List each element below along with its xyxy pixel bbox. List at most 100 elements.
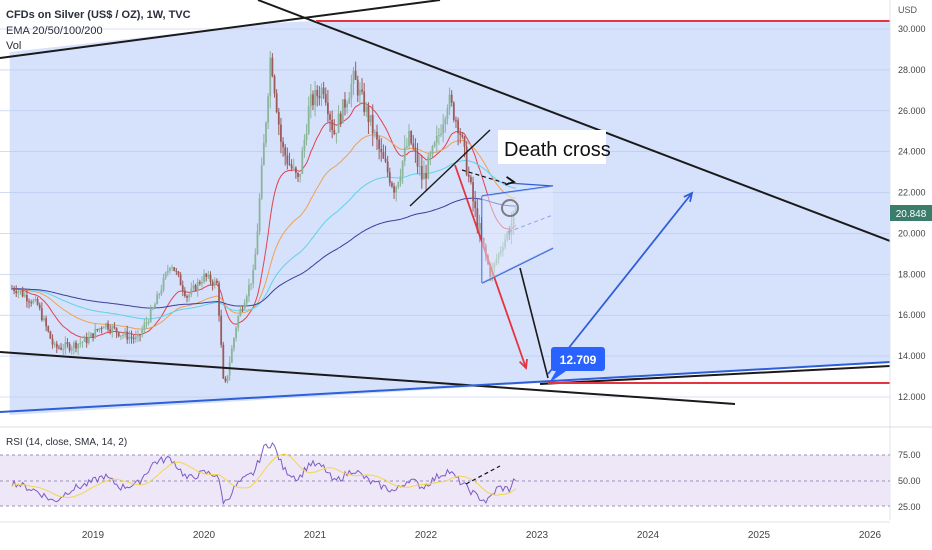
candle-body bbox=[331, 119, 334, 131]
candle-body bbox=[198, 282, 201, 284]
candle-body bbox=[13, 288, 16, 291]
candle-body bbox=[26, 295, 28, 302]
candle-body bbox=[326, 102, 329, 115]
candle-body bbox=[423, 173, 425, 180]
candle-body bbox=[457, 120, 460, 134]
candle-body bbox=[399, 176, 402, 183]
candle-body bbox=[72, 342, 75, 349]
candle-body bbox=[280, 124, 282, 142]
candle-body bbox=[230, 348, 233, 363]
candle-body bbox=[348, 98, 351, 104]
candle-body bbox=[47, 326, 50, 332]
candle-body bbox=[169, 267, 171, 271]
rsi-ma-line bbox=[11, 453, 517, 499]
candle-body bbox=[418, 166, 421, 168]
candle-body bbox=[284, 147, 287, 156]
candle-body bbox=[476, 208, 479, 230]
candle-body bbox=[312, 94, 314, 106]
candle-body bbox=[245, 296, 248, 304]
candle-body bbox=[376, 131, 378, 140]
candle-body bbox=[367, 106, 370, 123]
target-price-label: 12.709 bbox=[549, 347, 605, 383]
volume-label: Vol bbox=[6, 40, 21, 52]
rising-support-line-2 bbox=[539, 365, 891, 385]
candle-body bbox=[282, 141, 284, 148]
death-cross-text: Death cross bbox=[504, 139, 611, 161]
candle-body bbox=[416, 151, 419, 167]
candle-body bbox=[38, 304, 41, 309]
rsi-label: RSI (14, close, SMA, 14, 2) bbox=[6, 437, 127, 448]
candle-body bbox=[207, 274, 210, 277]
price-axis-background bbox=[890, 0, 932, 520]
candle-body bbox=[395, 186, 398, 193]
blue-projection bbox=[547, 192, 693, 375]
candle-body bbox=[222, 344, 225, 379]
time-tick-label: 2020 bbox=[193, 530, 216, 541]
candle-body bbox=[213, 280, 216, 286]
candle-body bbox=[391, 183, 393, 187]
candle-body bbox=[75, 342, 77, 349]
candle-body bbox=[452, 102, 455, 120]
rsi-line bbox=[11, 442, 517, 505]
descending-trendline bbox=[257, 0, 891, 242]
candle-body bbox=[58, 347, 60, 349]
candle-body bbox=[188, 294, 191, 298]
candle-body bbox=[350, 83, 353, 99]
candle-body bbox=[440, 133, 442, 136]
candle-body bbox=[113, 326, 116, 328]
candle-body bbox=[303, 139, 306, 151]
candle-body bbox=[147, 321, 150, 323]
candle-body bbox=[333, 130, 336, 134]
candle-body bbox=[128, 336, 131, 340]
candle-body bbox=[211, 281, 214, 286]
candle-body bbox=[397, 182, 400, 187]
candle-body bbox=[442, 124, 445, 134]
candle-body bbox=[277, 112, 280, 125]
target-price-pointer bbox=[549, 371, 566, 383]
candle-body bbox=[130, 336, 133, 338]
candle-body bbox=[36, 299, 39, 305]
candle-body bbox=[64, 342, 67, 349]
candle-body bbox=[455, 119, 457, 121]
candle-body bbox=[83, 337, 86, 342]
price-axis-ticks: 30.000 28.000 26.000 24.000 22.000 20.000 18.0… bbox=[898, 24, 926, 402]
candle-body bbox=[371, 115, 374, 134]
candle-body bbox=[256, 231, 259, 255]
price-tick-label: 20.000 bbox=[898, 228, 926, 238]
candle-body bbox=[408, 131, 410, 147]
candle-body bbox=[369, 115, 372, 123]
candle-body bbox=[474, 201, 477, 209]
candle-body bbox=[435, 136, 438, 143]
candle-body bbox=[292, 167, 295, 169]
candle-body bbox=[40, 308, 43, 321]
candle-body bbox=[43, 318, 45, 321]
candle-body bbox=[117, 332, 120, 337]
candle-body bbox=[53, 343, 56, 345]
candle-body bbox=[151, 307, 154, 310]
candle-body bbox=[111, 326, 114, 332]
candle-body bbox=[162, 277, 165, 290]
candle-body bbox=[237, 316, 240, 328]
candle-body bbox=[254, 254, 257, 270]
candle-body bbox=[119, 335, 122, 337]
candle-body bbox=[459, 133, 462, 135]
time-axis-ticks: 2019 2020 2021 2022 2023 2024 2025 2026 bbox=[82, 530, 882, 541]
candle-body bbox=[85, 337, 88, 344]
candle-body bbox=[79, 342, 82, 344]
pole-line bbox=[409, 129, 491, 207]
candle-body bbox=[30, 302, 33, 304]
candle-body bbox=[344, 99, 346, 108]
death-cross-annotation: Death cross bbox=[498, 130, 611, 164]
candle-body bbox=[173, 267, 176, 271]
candle-body bbox=[431, 146, 434, 155]
candle-body bbox=[339, 113, 342, 124]
candle-body bbox=[98, 328, 101, 331]
candle-body bbox=[450, 94, 453, 103]
candle-body bbox=[356, 79, 359, 96]
candle-body bbox=[21, 291, 24, 297]
candle-body bbox=[412, 143, 415, 148]
rsi-tick-label: 50.00 bbox=[898, 476, 921, 486]
candle-body bbox=[196, 282, 199, 291]
candle-body bbox=[183, 290, 186, 296]
